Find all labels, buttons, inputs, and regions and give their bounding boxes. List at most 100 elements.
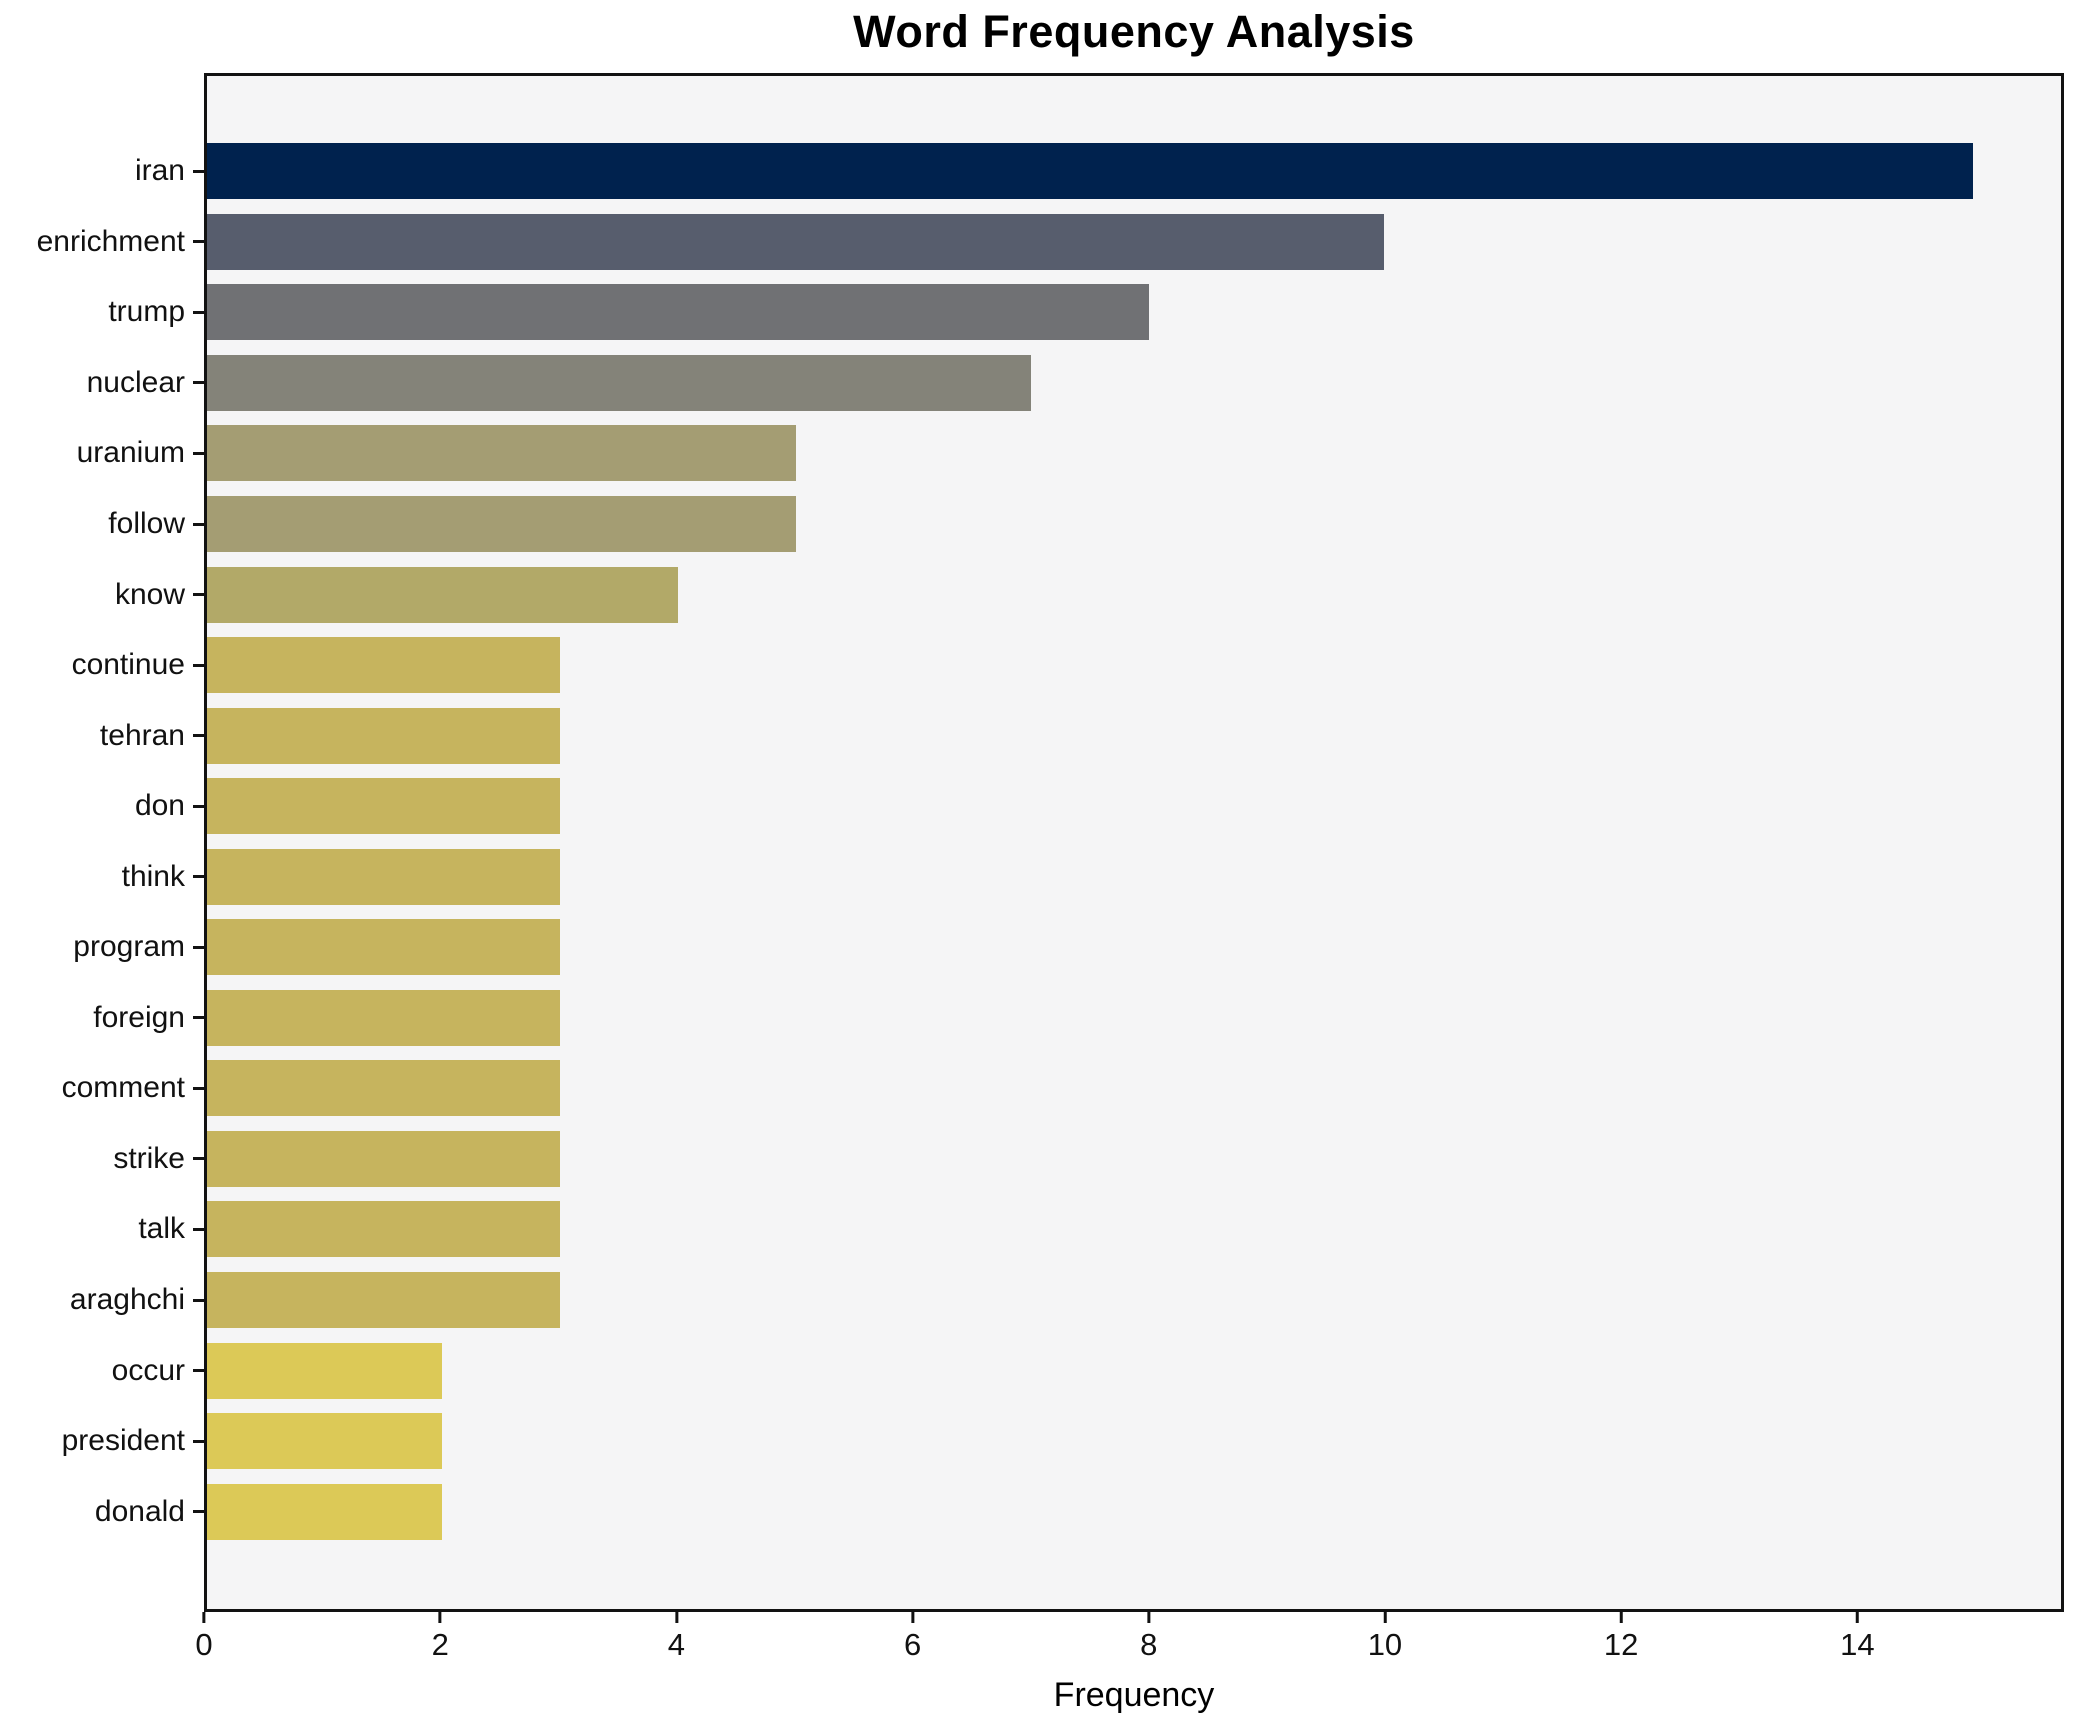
bar-don (207, 778, 561, 835)
y-label-row-talk: talk (0, 1194, 204, 1265)
y-axis-labels: iran enrichment trump nuclear uranium follow k… (0, 73, 204, 1612)
x-axis: 0 2 4 6 8 10 12 14 (195, 1612, 2064, 1682)
y-label-row-president: president (0, 1406, 204, 1477)
x-tick-mark (438, 1612, 442, 1623)
y-label-row-think: think (0, 841, 204, 912)
bar-foreign (207, 989, 561, 1046)
bar-occur (207, 1342, 443, 1399)
bar-strike (207, 1130, 561, 1187)
y-label-donald: donald (94, 1494, 185, 1528)
bar-row-trump (207, 277, 2061, 348)
y-tick-mark (193, 1298, 204, 1302)
y-label-occur: occur (111, 1353, 185, 1387)
y-tick-mark (193, 875, 204, 879)
bar-iran (207, 143, 1973, 200)
y-tick-mark (193, 593, 204, 597)
y-label-foreign: foreign (93, 1000, 185, 1034)
bar-row-iran (207, 136, 2061, 207)
bar-row-continue (207, 630, 2061, 701)
bar-talk (207, 1201, 561, 1258)
y-label-nuclear: nuclear (86, 365, 185, 399)
y-label-row-don: don (0, 771, 204, 842)
y-label-strike: strike (113, 1141, 185, 1175)
bar-row-uranium (207, 418, 2061, 489)
bar-row-donald (207, 1476, 2061, 1547)
y-label-row-occur: occur (0, 1335, 204, 1406)
y-label-program: program (73, 930, 185, 964)
chart-title: Word Frequency Analysis (853, 6, 1415, 57)
x-tick-12: 12 (1604, 1612, 1638, 1660)
x-tick-label: 14 (1840, 1627, 1875, 1662)
y-tick-mark (193, 1086, 204, 1090)
bar-know (207, 566, 678, 623)
y-tick-mark (193, 945, 204, 949)
y-tick-mark (193, 451, 204, 455)
bar-row-enrichment (207, 207, 2061, 278)
x-tick-6: 6 (904, 1612, 921, 1660)
x-tick-mark (911, 1612, 915, 1623)
y-label-row-tehran: tehran (0, 700, 204, 771)
x-tick-label: 2 (431, 1627, 449, 1662)
x-tick-mark (1855, 1612, 1859, 1623)
bar-tehran (207, 707, 561, 764)
bar-enrichment (207, 213, 1385, 270)
bar-row-tehran (207, 700, 2061, 771)
bar-row-program (207, 912, 2061, 983)
bar-program (207, 919, 561, 976)
x-tick-label: 0 (195, 1627, 213, 1662)
y-tick-mark (193, 1016, 204, 1020)
y-label-araghchi: araghchi (69, 1283, 185, 1317)
x-tick-10: 10 (1368, 1612, 1402, 1660)
bar-row-talk (207, 1194, 2061, 1265)
y-tick-mark (193, 310, 204, 314)
y-tick-mark (193, 240, 204, 244)
y-tick-mark (193, 1369, 204, 1373)
y-label-president: president (61, 1424, 185, 1458)
y-tick-mark (193, 381, 204, 385)
y-tick-mark (193, 1227, 204, 1231)
y-label-row-trump: trump (0, 277, 204, 348)
y-label-comment: comment (61, 1071, 185, 1105)
y-label-row-foreign: foreign (0, 983, 204, 1054)
y-label-think: think (121, 859, 185, 893)
y-tick-mark (193, 734, 204, 738)
y-label-talk: talk (138, 1212, 185, 1246)
x-tick-mark (202, 1612, 206, 1623)
x-tick-mark (1383, 1612, 1387, 1623)
x-tick-mark (1147, 1612, 1151, 1623)
x-tick-label: 6 (903, 1627, 922, 1662)
x-tick-14: 14 (1840, 1612, 1875, 1662)
x-tick-8: 8 (1140, 1612, 1157, 1660)
y-label-row-donald: donald (0, 1476, 204, 1547)
y-label-row-program: program (0, 912, 204, 983)
bar-row-occur (207, 1335, 2061, 1406)
x-tick-4: 4 (668, 1612, 685, 1660)
y-tick-mark (193, 522, 204, 526)
bar-follow (207, 496, 796, 552)
y-tick-mark (193, 1510, 204, 1514)
y-label-row-strike: strike (0, 1124, 204, 1195)
y-label-enrichment: enrichment (36, 224, 185, 258)
plot-area (204, 73, 2064, 1612)
x-tick-label: 12 (1603, 1627, 1639, 1662)
bar-row-comment (207, 1053, 2061, 1124)
y-label-don: don (134, 789, 185, 823)
bar-row-strike (207, 1124, 2061, 1195)
bar-uranium (207, 425, 796, 482)
x-tick-label: 8 (1140, 1627, 1158, 1662)
y-label-row-continue: continue (0, 630, 204, 701)
bar-row-president (207, 1406, 2061, 1477)
bar-president (207, 1413, 443, 1470)
bar-row-don (207, 771, 2061, 842)
y-label-trump: trump (108, 295, 185, 329)
bar-continue (207, 637, 561, 694)
bar-row-know (207, 559, 2061, 630)
y-label-know: know (114, 577, 185, 611)
y-label-row-comment: comment (0, 1053, 204, 1124)
x-tick-0: 0 (195, 1612, 213, 1662)
y-label-uranium: uranium (76, 436, 185, 470)
bar-row-follow (207, 489, 2061, 560)
y-tick-mark (193, 663, 204, 667)
y-label-row-uranium: uranium (0, 418, 204, 489)
